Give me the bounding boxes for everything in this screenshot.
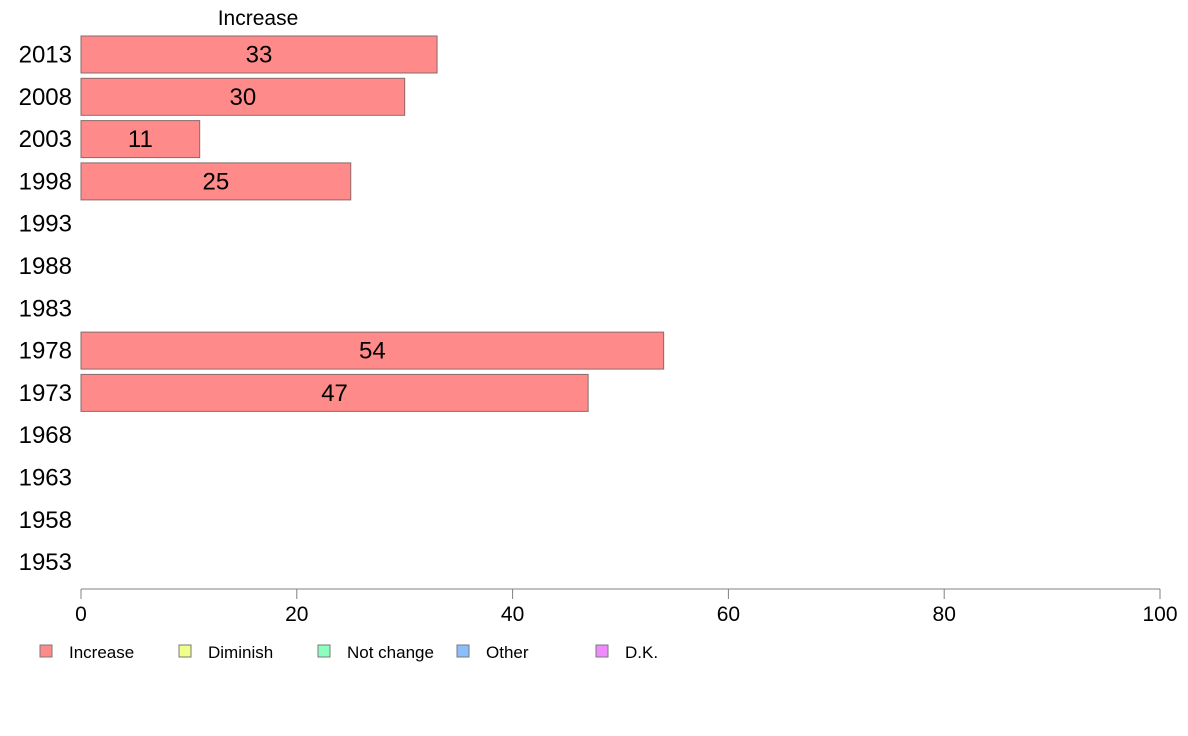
bar	[80, 162, 352, 201]
legend-label: Diminish	[208, 643, 273, 662]
bar-value-labels: 33 30 11 25 54 47	[128, 42, 386, 407]
y-tick-label: 1993	[19, 211, 72, 238]
y-tick-label: 1963	[19, 465, 72, 492]
y-tick-label: 1958	[19, 507, 72, 534]
x-tick-label: 0	[75, 603, 87, 626]
y-tick-label: 2008	[19, 84, 72, 111]
legend-label: D.K.	[625, 643, 658, 662]
bars	[80, 35, 665, 412]
legend-swatch	[317, 644, 331, 658]
bar-value-label: 25	[203, 168, 230, 195]
legend-swatch	[456, 644, 470, 658]
y-tick-label: 1988	[19, 253, 72, 280]
bar-value-label: 30	[229, 84, 256, 111]
legend-swatch	[178, 644, 192, 658]
bar	[80, 77, 406, 116]
bar	[80, 331, 665, 370]
legend-label: Other	[486, 643, 529, 662]
x-tick-label: 100	[1142, 603, 1177, 626]
bar	[80, 373, 589, 412]
y-tick-label: 2013	[19, 42, 72, 69]
legend-label: Not change	[347, 643, 434, 662]
legend-swatch	[595, 644, 609, 658]
y-tick-label: 1968	[19, 422, 72, 449]
y-tick-label: 1973	[19, 380, 72, 407]
x-tick-label: 80	[933, 603, 956, 626]
y-axis-labels: 2013 2008 2003 1998 1993 1988 1983 1978 1973 1968…	[19, 42, 72, 577]
bar-value-label: 54	[359, 338, 386, 365]
legend-swatch	[39, 644, 53, 658]
y-tick-label: 1978	[19, 338, 72, 365]
x-tick-label: 60	[717, 603, 740, 626]
chart-title: Increase	[218, 7, 299, 30]
y-tick-label: 1998	[19, 168, 72, 195]
bar	[80, 120, 201, 159]
x-tick-label: 20	[285, 603, 308, 626]
x-axis: 0 20 40 60 80 100	[75, 588, 1178, 626]
bar-value-label: 11	[128, 126, 153, 153]
x-tick-label: 40	[501, 603, 524, 626]
bar	[80, 35, 438, 74]
bar-value-label: 33	[246, 42, 273, 69]
y-tick-label: 1953	[19, 549, 72, 576]
legend: Increase Diminish Not change Other D.K.	[39, 643, 658, 662]
legend-label: Increase	[69, 643, 134, 662]
y-tick-label: 1983	[19, 295, 72, 322]
bar-value-label: 47	[321, 380, 348, 407]
y-tick-label: 2003	[19, 126, 72, 153]
